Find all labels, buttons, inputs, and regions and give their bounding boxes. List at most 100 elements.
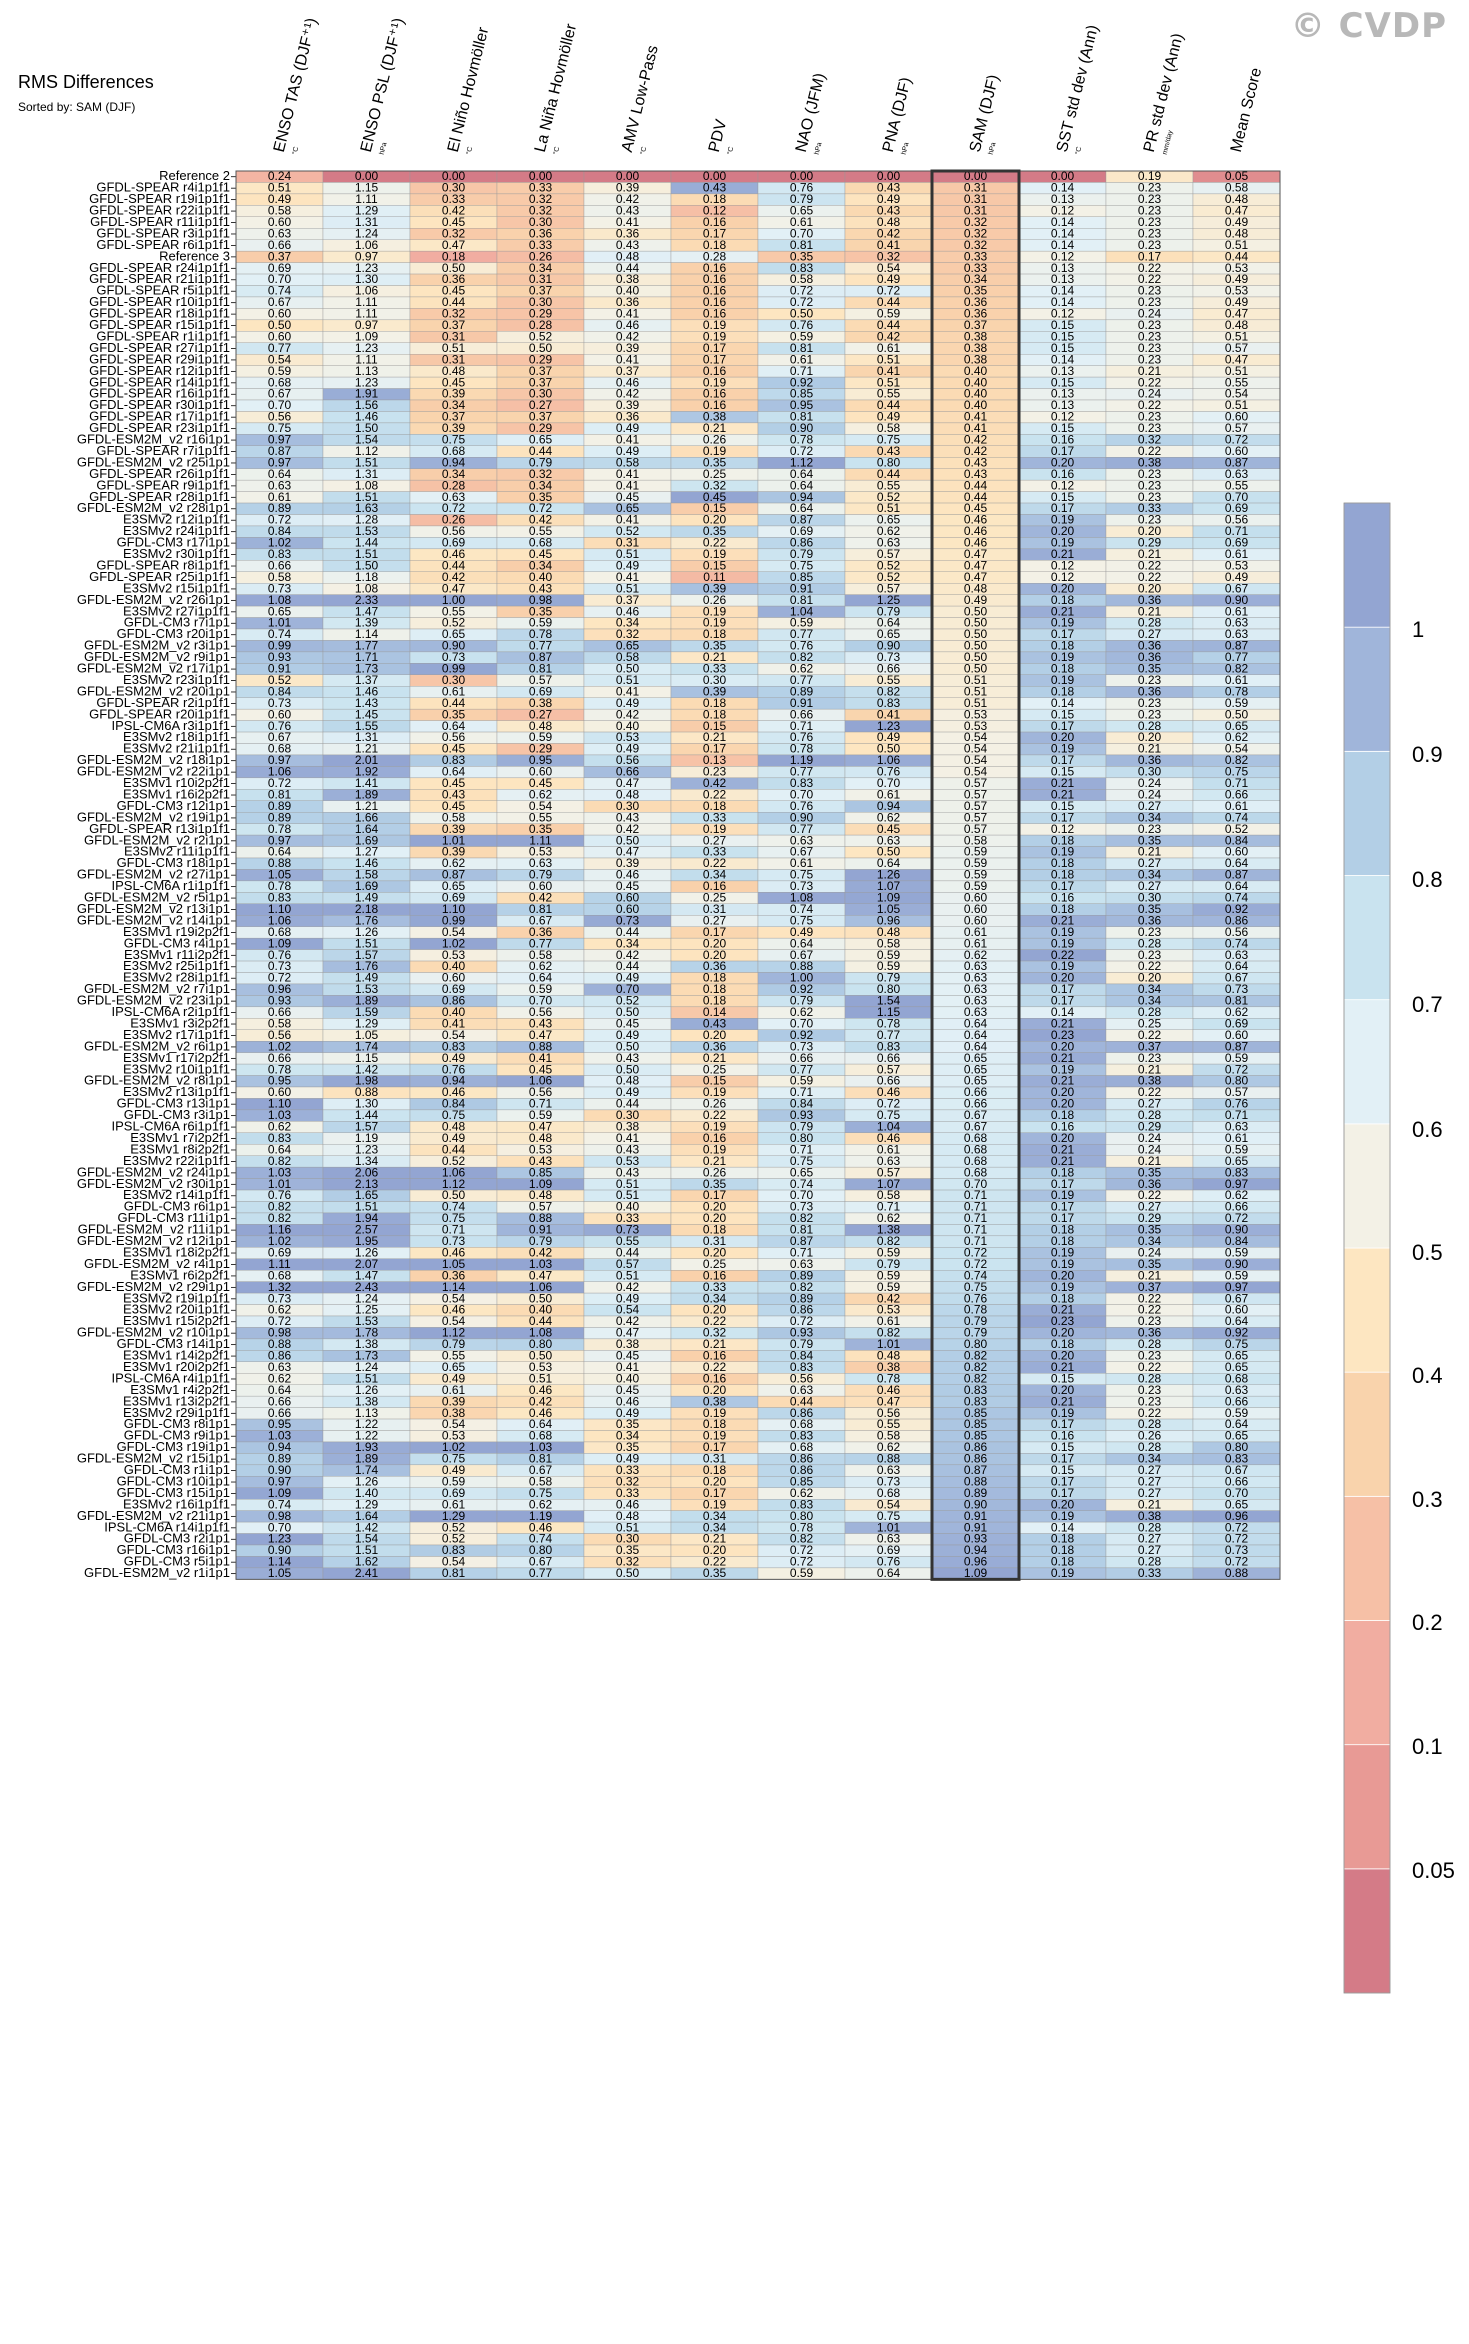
cell-value: 0.55	[1225, 375, 1249, 389]
cell-value: 0.37	[964, 318, 988, 332]
cell-value: 0.58	[268, 204, 292, 218]
colorbar-segment	[1343, 1247, 1391, 1373]
colorbar-tick-label: 1	[1412, 617, 1424, 642]
cell-value: 0.17	[703, 226, 727, 240]
cell-value: 0.97	[355, 318, 379, 332]
cell-value: 0.29	[529, 307, 553, 321]
cell-value: 0.14	[1051, 238, 1075, 252]
cell-value: 0.00	[442, 169, 466, 183]
cell-value: 0.38	[964, 341, 988, 355]
cell-value: 0.46	[616, 375, 640, 389]
cell-value: 1.11	[355, 352, 378, 366]
cell-value: 0.48	[1225, 318, 1249, 332]
column-header: Mean Score	[1228, 66, 1265, 154]
cell-value: 0.77	[268, 341, 292, 355]
colorbar-segment	[1343, 1868, 1391, 1994]
cell-value: 0.49	[877, 272, 901, 286]
cell-value: 0.12	[1051, 307, 1075, 321]
cell-value: 0.32	[529, 192, 553, 206]
cell-value: 0.63	[268, 226, 292, 240]
colorbar-tick-label: 0.3	[1412, 1487, 1443, 1512]
column-header: El Niño Hovmöller	[445, 25, 493, 154]
cell-value: 0.36	[529, 226, 553, 240]
row-label: GFDL-SPEAR r18i1p1f1	[89, 306, 230, 321]
cell-value: 0.44	[616, 261, 640, 275]
cell-value: 0.44	[877, 318, 901, 332]
cell-value: 0.22	[1138, 375, 1162, 389]
row-label: GFDL-SPEAR r15i1p1f1	[89, 317, 230, 332]
cell-value: 0.16	[703, 284, 727, 298]
cell-value: 0.42	[442, 204, 466, 218]
cell-value: 0.37	[529, 364, 553, 378]
cell-value: 0.49	[877, 192, 901, 206]
column-unit: °C	[291, 146, 301, 156]
cell-value: 0.50	[616, 1566, 640, 1580]
cell-value: 0.40	[964, 387, 988, 401]
cell-value: 0.14	[1051, 215, 1075, 229]
row-label: GFDL-SPEAR r5i1p1f1	[96, 283, 230, 298]
column-header: La Niña Hovmöller	[532, 22, 580, 154]
cell-value: 0.33	[1138, 1566, 1162, 1580]
cell-value: 0.76	[790, 181, 814, 195]
cell-value: 0.19	[703, 375, 727, 389]
column-unit: °C	[465, 146, 475, 156]
colorbar-segment	[1343, 1744, 1391, 1870]
cell-value: 0.42	[616, 192, 640, 206]
column-unit: hPa	[814, 142, 824, 156]
cell-value: 0.14	[1051, 352, 1075, 366]
cell-value: 0.31	[964, 192, 988, 206]
row-label: GFDL-SPEAR r22i1p1f1	[89, 203, 230, 218]
cell-value: 1.29	[355, 204, 379, 218]
cell-value: 0.68	[268, 375, 292, 389]
cell-value: 0.24	[268, 169, 292, 183]
cell-value: 0.00	[703, 169, 727, 183]
cell-value: 0.30	[529, 295, 553, 309]
cell-value: 0.32	[964, 238, 988, 252]
cell-value: 0.43	[616, 204, 640, 218]
cell-value: 1.15	[355, 181, 379, 195]
cell-value: 0.42	[616, 387, 640, 401]
cell-value: 0.12	[1051, 249, 1075, 263]
cell-value: 0.12	[703, 204, 727, 218]
column-header: NAO (JFM)	[793, 71, 829, 154]
cell-value: 0.17	[1138, 249, 1162, 263]
colorbar-segment	[1343, 1495, 1391, 1621]
cell-value: 0.79	[790, 192, 814, 206]
column-unit: °C	[639, 146, 649, 156]
cell-value: 1.11	[355, 192, 378, 206]
cell-value: 0.35	[790, 249, 814, 263]
column-header: PDV	[706, 118, 731, 154]
cell-value: 0.33	[964, 261, 988, 275]
row-label: GFDL-SPEAR r3i1p1f1	[96, 225, 230, 240]
colorbar-tick-label: 0.8	[1412, 867, 1443, 892]
cell-value: 0.51	[442, 341, 466, 355]
cell-value: 0.40	[616, 284, 640, 298]
row-label: GFDL-SPEAR r6i1p1f1	[96, 237, 230, 252]
cell-value: 0.23	[1138, 181, 1162, 195]
cell-value: 0.32	[529, 204, 553, 218]
cell-value: 0.41	[877, 238, 901, 252]
cell-value: 0.00	[964, 169, 988, 183]
cell-value: 0.32	[964, 215, 988, 229]
cell-value: 0.13	[1051, 364, 1075, 378]
row-label: GFDL-SPEAR r14i1p1f1	[89, 374, 230, 389]
cell-value: 0.55	[877, 387, 901, 401]
cell-value: 0.72	[877, 284, 901, 298]
cell-value: 0.43	[877, 204, 901, 218]
cell-value: 0.23	[1138, 215, 1162, 229]
cell-value: 0.31	[964, 181, 988, 195]
cell-value: 0.44	[442, 295, 466, 309]
cell-value: 0.49	[1225, 272, 1249, 286]
cell-value: 0.67	[268, 295, 292, 309]
cell-value: 0.16	[703, 272, 727, 286]
colorbar-tick-label: 0.5	[1412, 1240, 1443, 1265]
cell-value: 0.85	[790, 387, 814, 401]
cell-value: 0.19	[703, 318, 727, 332]
cell-value: 0.16	[703, 387, 727, 401]
cell-value: 0.45	[442, 215, 466, 229]
cell-value: 0.39	[442, 387, 466, 401]
cell-value: 0.38	[616, 272, 640, 286]
cell-value: 0.83	[790, 261, 814, 275]
cell-value: 0.37	[442, 318, 466, 332]
cell-value: 0.64	[877, 1566, 901, 1580]
